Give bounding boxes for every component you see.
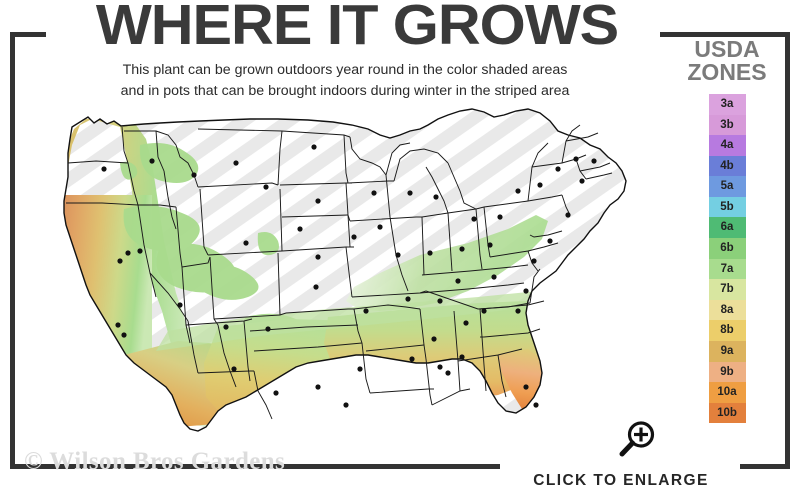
state-boundaries bbox=[66, 124, 613, 420]
legend-swatch-9b: 9b bbox=[708, 361, 746, 383]
frame-top-left-segment bbox=[10, 32, 46, 37]
legend-title-line-2: ZONES bbox=[687, 59, 767, 86]
mid-atlantic-green-band bbox=[346, 215, 548, 311]
page-title: WHERE IT GROWS bbox=[95, 0, 619, 57]
legend-swatch-4b: 4b bbox=[708, 155, 746, 177]
legend-swatch-3a: 3a bbox=[708, 93, 746, 115]
frame-right-segment bbox=[785, 32, 790, 469]
magnifier-plus-svg bbox=[619, 421, 655, 457]
legend-swatch-7a: 7a bbox=[708, 258, 746, 280]
subtitle: This plant can be grown outdoors year ro… bbox=[40, 60, 650, 103]
frame-top-right-segment bbox=[660, 32, 790, 37]
frame-bottom-left-segment bbox=[10, 464, 500, 469]
legend-swatch-6a: 6a bbox=[708, 217, 746, 239]
hardiness-zone-map[interactable] bbox=[28, 105, 668, 450]
map-zone-fills bbox=[64, 109, 626, 431]
city-dots bbox=[101, 144, 597, 408]
transition-green-band bbox=[156, 291, 548, 351]
legend-swatch-5b: 5b bbox=[708, 196, 746, 218]
legend-swatch-9a: 9a bbox=[708, 341, 746, 362]
click-to-enlarge-label[interactable]: CLICK TO ENLARGE bbox=[533, 472, 709, 489]
legend-swatch-5a: 5a bbox=[708, 176, 746, 197]
legend-title-line-1: USDA bbox=[694, 36, 760, 62]
legend-swatch-10b: 10b bbox=[708, 402, 746, 424]
legend-swatch-list: 3a 3b 4a 4b 5a 5b 6a 6b 7a 7b 8a 8b 9a 9b 10a 10b bbox=[672, 93, 782, 424]
legend-title: USDA ZONES bbox=[672, 36, 782, 86]
legend-swatch-10a: 10a bbox=[708, 382, 746, 403]
frame-left-segment bbox=[10, 32, 15, 469]
watermark: © Wilson Bros Gardens bbox=[24, 448, 286, 475]
us-map-svg bbox=[63, 108, 627, 432]
usda-zones-legend: USDA ZONES 3a 3b 4a 4b 5a 5b 6a 6b 7a 7b 8a 8b 9a 9b 1… bbox=[672, 36, 782, 424]
national-outline bbox=[63, 108, 627, 432]
legend-swatch-6b: 6b bbox=[708, 238, 746, 259]
magnifier-plus-icon[interactable] bbox=[616, 418, 658, 460]
legend-swatch-8a: 8a bbox=[708, 299, 746, 321]
subtitle-line-2: and in pots that can be brought indoors … bbox=[120, 83, 570, 100]
legend-swatch-3b: 3b bbox=[708, 114, 746, 136]
subtitle-line-1: This plant can be grown outdoors year ro… bbox=[122, 62, 568, 78]
legend-swatch-4a: 4a bbox=[708, 135, 746, 156]
legend-swatch-7b: 7b bbox=[708, 279, 746, 300]
legend-swatch-8b: 8b bbox=[708, 320, 746, 342]
frame-bottom-right-segment bbox=[740, 464, 790, 469]
